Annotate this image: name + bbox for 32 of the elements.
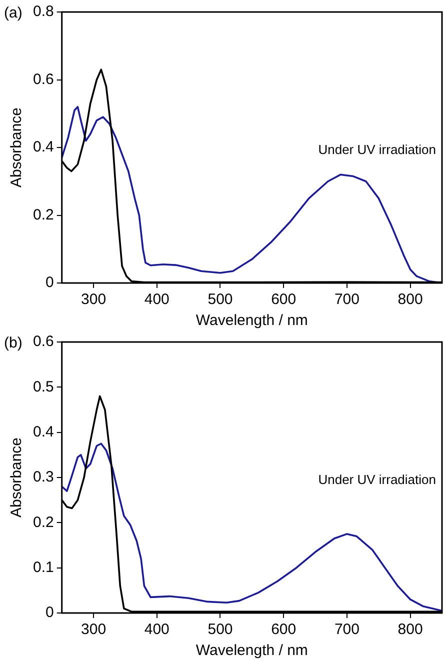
y-tick-label: 0.4	[32, 423, 54, 440]
annotation: Under UV irradiation	[318, 142, 436, 157]
y-tick-label: 0.1	[32, 558, 54, 576]
y-tick-label: 0.2	[32, 206, 54, 224]
y-tick-label: 0	[46, 274, 54, 292]
y-tick-label: 0	[46, 604, 54, 622]
text: (b)	[4, 334, 22, 352]
y-axis-title: Absorbance	[8, 107, 26, 188]
x-tick-label: 600	[271, 621, 296, 638]
x-axis-title: Wavelength / nm	[196, 312, 308, 330]
y-tick-label: 0.6	[32, 70, 54, 88]
x-tick-label: 800	[398, 291, 423, 308]
text: (a)	[4, 4, 22, 22]
y-tick-label: 0.8	[32, 3, 54, 20]
x-tick-label: 500	[208, 621, 233, 638]
x-tick-label: 700	[334, 291, 360, 308]
y-axis-title: Absorbance	[8, 437, 26, 518]
x-tick-label: 300	[81, 291, 106, 308]
x-tick-label: 400	[144, 621, 170, 638]
y-tick-label: 0.6	[32, 333, 54, 350]
x-tick-label: 400	[144, 291, 170, 308]
x-tick-label: 800	[398, 621, 423, 638]
x-axis-title: Wavelength / nm	[196, 642, 308, 660]
y-tick-label: 0.2	[32, 514, 54, 531]
y-tick-label: 0.3	[32, 468, 54, 486]
annotation: Under UV irradiation	[318, 472, 436, 487]
y-tick-label: 0.5	[32, 378, 54, 396]
x-tick-label: 700	[334, 621, 360, 638]
x-tick-label: 300	[81, 621, 106, 638]
x-tick-label: 600	[271, 291, 296, 308]
x-tick-label: 500	[208, 291, 233, 308]
y-tick-label: 0.4	[32, 138, 54, 156]
